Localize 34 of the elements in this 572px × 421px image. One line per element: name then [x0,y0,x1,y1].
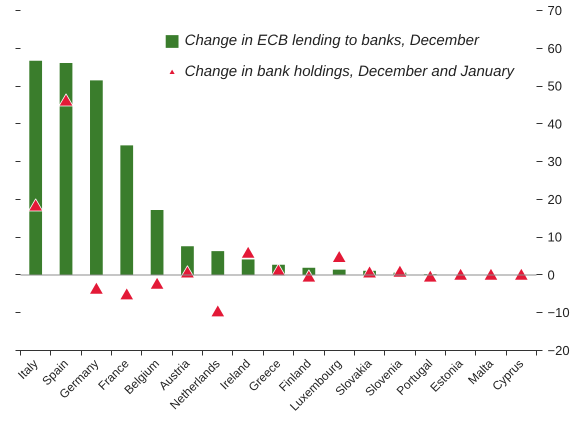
point [119,287,134,300]
x-tick-label: Italy [15,356,41,382]
point [88,282,104,294]
bar [211,251,224,275]
bar [332,270,346,275]
point [514,268,529,281]
y-tick-label: 10 [548,230,562,245]
point [484,268,498,281]
y-tick-label: 0 [548,267,555,282]
bar [90,80,103,275]
point [301,269,316,282]
y-tick-label: 30 [548,154,562,170]
y-tick-label: 20 [548,192,562,207]
bar [150,210,164,275]
point [28,198,44,212]
bar [120,145,134,275]
y-tick-label: 70 [548,3,562,18]
y-tick-label: 60 [548,40,562,56]
y-tick-label: 50 [548,78,562,94]
point [453,268,468,281]
legend-label: Change in bank holdings, December and January [184,63,514,80]
point [210,304,226,318]
point [240,246,256,259]
y-tick-label: −10 [548,305,570,320]
bar [242,259,255,275]
point [422,269,438,282]
y-tick-label: 40 [548,116,562,132]
point [150,276,164,290]
bar [29,60,42,275]
bar [60,63,72,275]
point [332,250,347,263]
legend-label: Change in ECB lending to banks, December [184,32,479,49]
point [58,93,74,106]
y-tick-label: −20 [548,343,570,358]
